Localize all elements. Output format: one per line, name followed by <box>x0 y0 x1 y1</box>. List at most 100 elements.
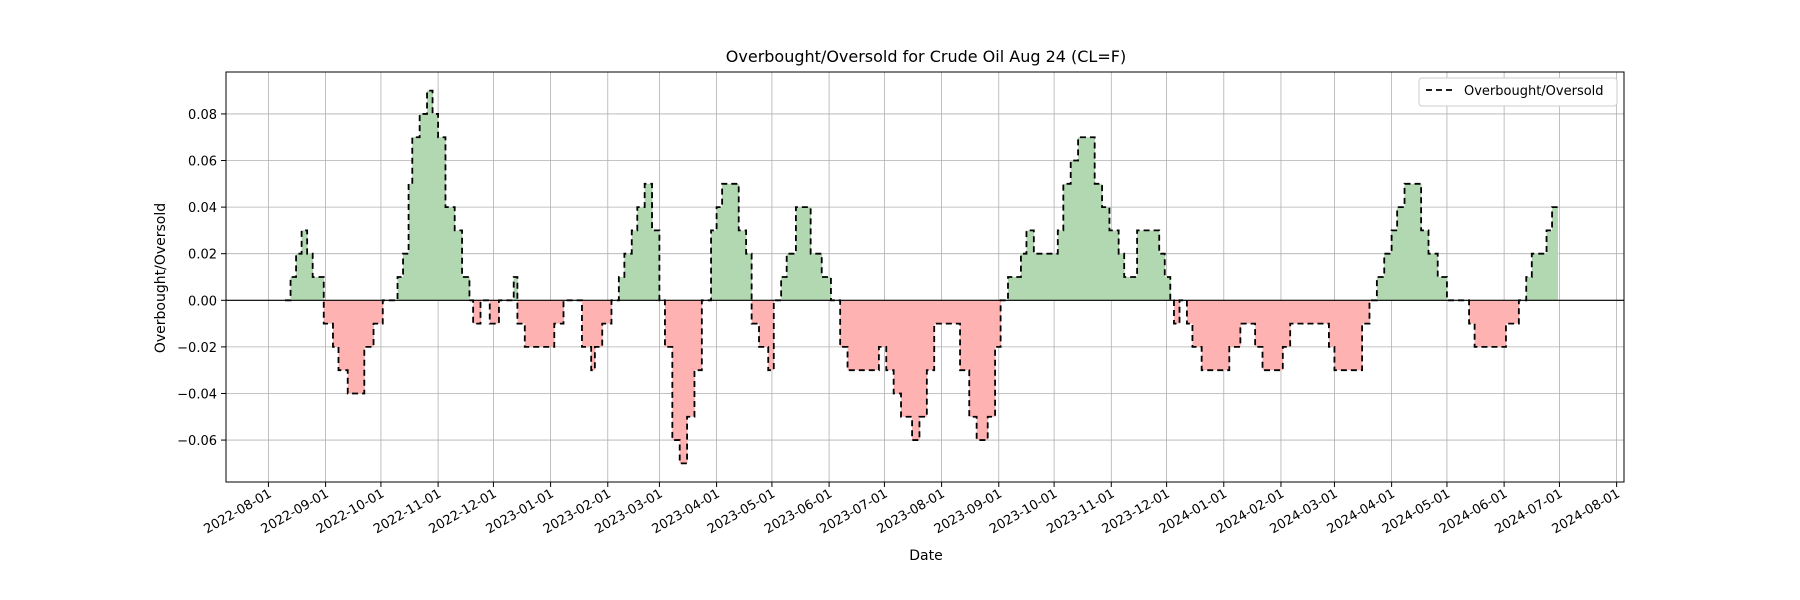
oversold-area <box>1262 300 1276 371</box>
overbought-area <box>432 113 439 301</box>
oversold-area <box>1229 300 1241 347</box>
oversold-area <box>1192 300 1203 347</box>
oversold-area <box>1282 300 1291 347</box>
x-axis-label: Date <box>909 548 942 564</box>
overbought-area <box>618 277 625 301</box>
overbought-area <box>738 230 747 301</box>
oversold-area <box>969 300 978 417</box>
overbought-area <box>637 207 646 301</box>
oversold-area <box>489 300 500 324</box>
overbought-area <box>301 230 308 301</box>
oversold-area <box>1362 300 1370 324</box>
overbought-area <box>746 253 753 301</box>
oversold-area <box>332 300 339 347</box>
overbought-area <box>1020 253 1027 301</box>
oversold-area <box>524 300 548 347</box>
overbought-area <box>1384 253 1393 301</box>
y-axis-label: Overbought/Oversold <box>153 203 169 353</box>
oversold-area <box>679 300 688 464</box>
oversold-area <box>546 300 555 347</box>
overbought-area <box>1078 137 1090 301</box>
oversold-area <box>1255 300 1263 347</box>
oversold-area <box>672 300 681 441</box>
oversold-area <box>594 300 603 347</box>
y-tick-label: 0.00 <box>188 294 217 309</box>
overbought-area <box>1404 183 1416 301</box>
overbought-area <box>397 277 404 301</box>
oversold-area <box>664 300 673 347</box>
overbought-area <box>1050 253 1059 301</box>
overbought-area <box>1102 207 1110 301</box>
oversold-area <box>886 300 895 371</box>
oversold-area <box>687 300 695 417</box>
overbought-area <box>408 183 413 301</box>
overbought-area <box>454 230 463 301</box>
overbought-area <box>711 230 717 301</box>
oversold-area <box>919 300 928 417</box>
oversold-area <box>1201 300 1225 371</box>
overbought-area <box>631 230 638 301</box>
oversold-area <box>694 300 703 371</box>
overbought-area <box>1376 277 1385 301</box>
overbought-area <box>1026 230 1035 301</box>
oversold-area <box>751 300 760 324</box>
y-tick-label: 0.08 <box>188 108 217 123</box>
oversold-area <box>1334 300 1356 371</box>
oversold-area <box>1173 300 1180 324</box>
overbought-area <box>438 137 446 301</box>
overbought-area <box>810 253 823 301</box>
oversold-area <box>1505 300 1520 324</box>
oversold-area <box>1498 300 1507 347</box>
overbought-area <box>1070 160 1079 301</box>
oversold-area <box>759 300 769 347</box>
oversold-area <box>1474 300 1499 347</box>
oversold-area <box>901 300 913 417</box>
oversold-area <box>1240 300 1256 324</box>
overbought-area <box>716 207 723 301</box>
y-tick-label: −0.04 <box>177 387 217 402</box>
plot-frame <box>225 71 1625 483</box>
overbought-area <box>321 277 325 301</box>
oversold-area <box>926 300 935 371</box>
overbought-area <box>1552 207 1559 301</box>
oversold-area <box>360 300 365 394</box>
overbought-area <box>1007 277 1022 301</box>
overbought-area <box>412 137 421 301</box>
oversold-area <box>373 300 384 324</box>
overbought-area <box>624 253 633 301</box>
overbought-area <box>1546 230 1553 301</box>
overbought-area <box>1397 207 1405 301</box>
overbought-area <box>795 207 806 301</box>
oversold-area <box>589 300 592 347</box>
legend-box <box>1418 77 1618 107</box>
oversold-area <box>840 300 848 347</box>
overbought-area <box>1159 253 1166 301</box>
overbought-area <box>1131 277 1138 301</box>
overbought-area <box>1057 230 1064 301</box>
overbought-area <box>1421 230 1429 301</box>
overbought-area <box>1151 230 1160 301</box>
oversold-area <box>1469 300 1476 324</box>
legend: Overbought/Oversold <box>1418 77 1618 107</box>
oversold-area <box>976 300 989 441</box>
overbought-area <box>644 183 653 301</box>
oversold-area <box>581 300 590 347</box>
overbought-area <box>786 253 797 301</box>
overbought-area <box>1428 253 1439 301</box>
y-tick-label: 0.06 <box>188 155 217 170</box>
overbought-area <box>722 183 734 301</box>
overbought-area <box>1109 230 1120 301</box>
oversold-area <box>1328 300 1335 347</box>
oversold-area <box>517 300 526 324</box>
overbought-area <box>1094 183 1103 301</box>
chart-title: Overbought/Oversold for Crude Oil Aug 24… <box>726 47 1126 66</box>
overbought-area <box>781 277 788 301</box>
oversold-area <box>591 300 596 371</box>
overbought-area <box>805 207 812 301</box>
series-line <box>285 89 1558 465</box>
overbought-area <box>1391 230 1398 301</box>
overbought-area <box>1526 277 1533 301</box>
overbought-area <box>307 253 314 301</box>
overbought-area <box>733 183 740 301</box>
overbought-area <box>296 253 303 301</box>
